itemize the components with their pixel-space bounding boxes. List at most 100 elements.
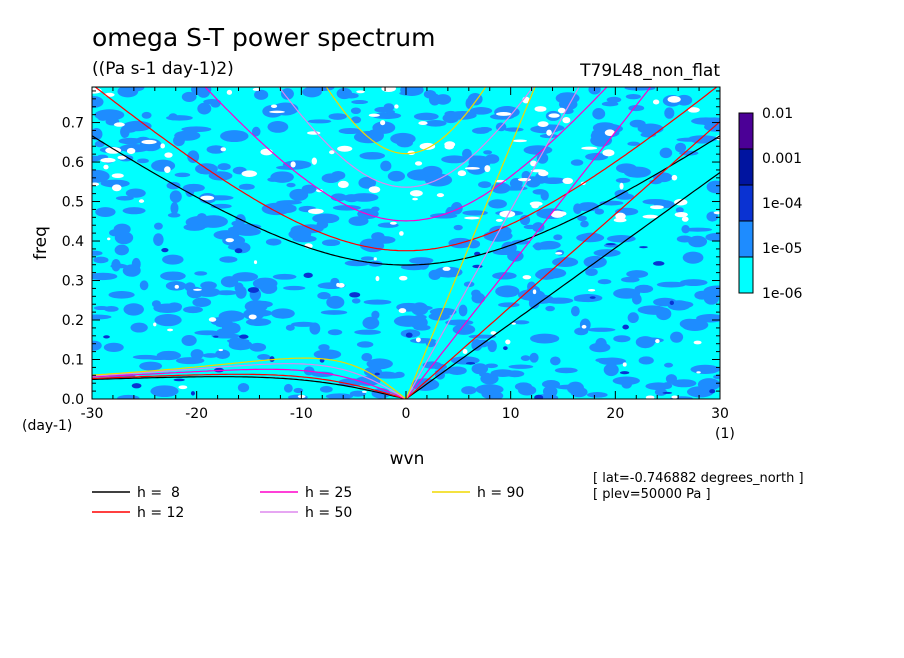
power-patch — [154, 314, 182, 327]
y-tick-label: 0.3 — [62, 274, 84, 290]
power-gap — [226, 89, 233, 95]
power-patch — [536, 152, 549, 164]
power-patch — [194, 271, 208, 276]
power-patch — [465, 97, 474, 110]
power-patch — [182, 183, 205, 192]
power-strong-patch — [349, 292, 361, 298]
power-patch — [356, 341, 374, 348]
power-gap — [462, 348, 468, 355]
power-patch — [458, 304, 468, 317]
power-patch — [265, 238, 282, 246]
power-strong-patch — [374, 372, 380, 376]
power-patch — [115, 195, 134, 201]
power-patch — [478, 181, 492, 188]
chart-title: omega S-T power spectrum — [92, 23, 436, 52]
power-patch — [260, 282, 278, 294]
power-patch — [93, 306, 110, 311]
pressure-level-info: [ plev=50000 Pa ] — [593, 487, 711, 502]
power-patch — [532, 222, 545, 233]
power-patch — [168, 113, 178, 121]
power-gap — [248, 314, 257, 320]
power-patch — [325, 393, 354, 399]
power-patch — [613, 335, 631, 343]
power-patch — [492, 249, 517, 256]
power-patch — [589, 342, 611, 353]
power-gap — [652, 99, 660, 105]
power-patch — [249, 342, 267, 352]
power-patch — [290, 321, 317, 327]
power-gap — [655, 339, 660, 344]
power-patch — [174, 130, 201, 141]
power-strong-patch — [319, 358, 325, 363]
power-gap — [399, 275, 408, 281]
y-tick-label: 0.0 — [62, 392, 84, 408]
power-patch — [683, 227, 713, 232]
power-patch — [640, 306, 670, 315]
power-patch — [125, 188, 146, 198]
power-patch — [117, 394, 140, 399]
power-patch — [493, 185, 510, 193]
power-patch — [555, 92, 580, 105]
power-patch — [488, 199, 507, 209]
power-patch — [93, 256, 109, 264]
y-tick-label: 0.6 — [62, 155, 84, 171]
power-patch — [350, 193, 379, 202]
power-patch — [141, 111, 152, 119]
power-patch — [554, 367, 578, 374]
power-strong-patch — [173, 378, 185, 382]
power-gap — [713, 211, 720, 215]
power-gap — [546, 129, 552, 136]
power-patch — [232, 272, 259, 282]
power-gap — [107, 237, 111, 241]
power-patch — [307, 119, 332, 124]
power-gap — [581, 324, 587, 329]
power-patch — [150, 385, 179, 398]
power-patch — [109, 229, 122, 237]
power-gap — [103, 164, 109, 170]
power-patch — [627, 312, 639, 324]
power-patch — [202, 353, 220, 358]
power-strong-patch — [190, 391, 195, 396]
power-patch — [162, 254, 184, 265]
power-gap — [602, 149, 615, 157]
power-patch — [413, 112, 439, 121]
power-patch — [366, 358, 393, 370]
power-gap — [178, 385, 188, 390]
power-patch — [94, 140, 105, 148]
power-patch — [517, 289, 545, 301]
power-gap — [308, 208, 324, 214]
power-gap — [534, 106, 547, 112]
power-patch — [286, 182, 296, 188]
y-tick-label: 0.4 — [62, 234, 84, 250]
power-patch — [706, 180, 720, 194]
power-patch — [215, 349, 230, 359]
power-patch — [249, 300, 273, 308]
power-strong-patch — [247, 287, 260, 293]
power-patch — [383, 103, 395, 112]
power-patch — [675, 207, 684, 213]
power-gap — [167, 328, 174, 332]
power-strong-patch — [605, 243, 616, 246]
power-patch — [675, 94, 693, 106]
kelvin-wave-curve — [405, 87, 536, 399]
power-gap — [562, 177, 574, 185]
power-gap — [100, 157, 116, 163]
power-patch — [285, 324, 295, 331]
power-gap — [111, 184, 122, 192]
power-gap — [105, 147, 122, 154]
power-patch — [435, 94, 452, 105]
power-gap — [645, 395, 655, 399]
power-patch — [220, 130, 249, 143]
colorbar: 0.01 0.001 1e-04 1e-05 1e-06 — [738, 106, 802, 302]
power-patch — [550, 356, 561, 366]
power-patch — [108, 291, 135, 299]
power-patch — [272, 102, 299, 116]
power-patch — [574, 327, 589, 336]
rossby-wave-curve — [92, 357, 407, 399]
power-patch — [196, 213, 208, 226]
power-gap — [225, 238, 234, 243]
power-gap — [218, 348, 224, 352]
power-gap — [505, 339, 511, 345]
power-gap — [517, 178, 532, 182]
power-patch — [612, 376, 640, 386]
